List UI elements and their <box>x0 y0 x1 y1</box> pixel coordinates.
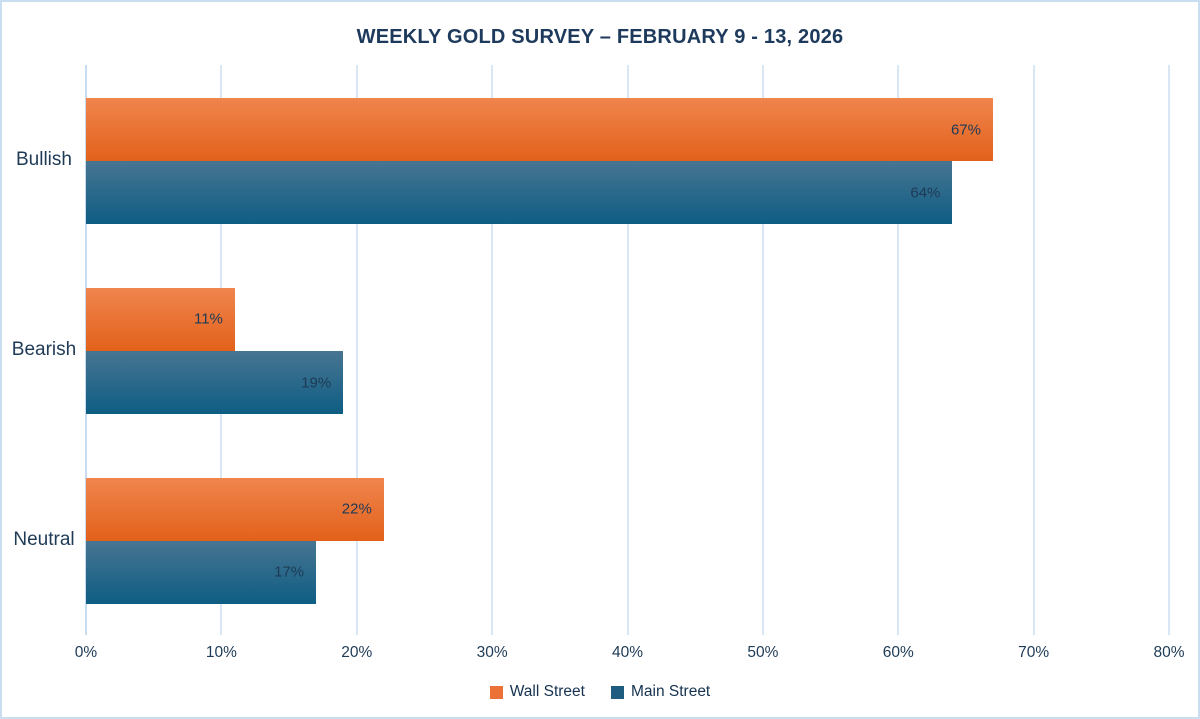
gridline <box>1168 65 1170 635</box>
category-label-bearish: Bearish <box>11 339 77 360</box>
category-label-bullish: Bullish <box>16 149 72 170</box>
bar-wall-street-bearish: 11% <box>86 287 235 351</box>
bar-main-street-bullish: 64% <box>86 161 953 224</box>
x-tick-label: 50% <box>747 644 779 661</box>
bar-value-label: 11% <box>193 310 223 328</box>
bar-wall-street-neutral: 22% <box>86 477 384 541</box>
x-tick-label: 30% <box>476 644 508 661</box>
x-tick-label: 60% <box>882 644 914 661</box>
legend-label-main-street: Main Street <box>630 683 711 700</box>
x-axis: 0% 10% 20% 30% 40% 50% 60% 70% 80% <box>75 644 1185 666</box>
bar-value-label: 67% <box>950 121 981 138</box>
gridline <box>897 65 900 635</box>
bar-value-label: 17% <box>274 563 305 581</box>
legend-swatch-wall-street <box>489 685 503 699</box>
legend-item-wall-street: Wall Street <box>489 683 585 701</box>
x-tick-label: 40% <box>611 644 644 661</box>
legend: Wall Street Main Street <box>2 683 1198 701</box>
x-tick-label: 70% <box>1018 644 1050 661</box>
x-tick-label: 20% <box>341 644 373 661</box>
gridline <box>761 65 764 635</box>
bar-main-street-bearish: 19% <box>86 351 344 414</box>
x-tick-label: 10% <box>205 644 237 661</box>
bar-value-label: 64% <box>910 184 941 201</box>
legend-label-wall-street: Wall Street <box>509 683 585 700</box>
bar-wall-street-bullish: 67% <box>86 98 993 161</box>
gridline <box>355 65 358 635</box>
x-tick-label: 0% <box>74 644 98 661</box>
legend-item-main-street: Main Street <box>610 683 711 701</box>
category-labels: Bullish Bearish Neutral <box>2 65 86 635</box>
gridline <box>491 65 494 635</box>
chart-title: WEEKLY GOLD SURVEY – FEBRUARY 9 - 13, 20… <box>356 26 844 48</box>
bar-value-label: 19% <box>301 374 332 391</box>
bar-value-label: 22% <box>341 500 372 518</box>
x-tick-label: 80% <box>1153 644 1185 661</box>
bar-main-street-neutral: 17% <box>86 540 317 604</box>
gridline <box>626 65 629 635</box>
plot-area: 67% 64% 11% 19% 22% 17% <box>85 65 1170 635</box>
legend-swatch-main-street <box>610 685 624 699</box>
category-label-neutral: Neutral <box>13 529 75 550</box>
gridline <box>1032 65 1035 635</box>
